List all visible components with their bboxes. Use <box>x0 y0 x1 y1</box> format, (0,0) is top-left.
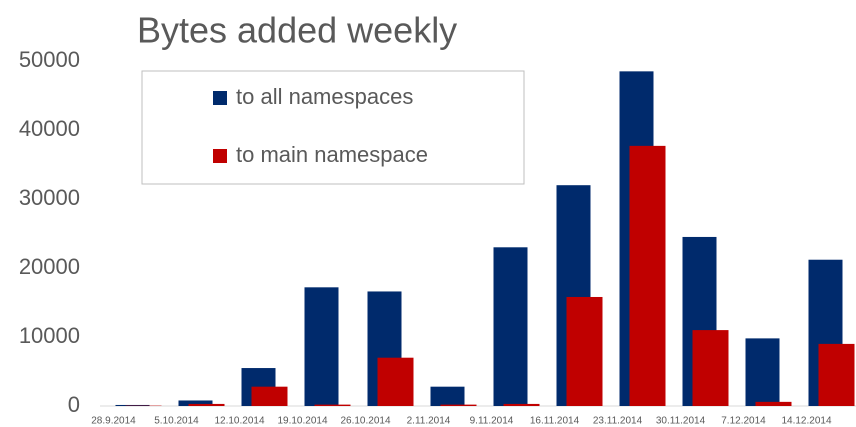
y-tick-label: 10000 <box>19 323 80 348</box>
bar <box>629 145 666 406</box>
legend-box <box>141 70 525 185</box>
x-tick-label: 19.10.2014 <box>277 416 327 427</box>
x-tick-label: 14.12.2014 <box>781 416 831 427</box>
bar <box>745 338 780 406</box>
legend-swatch <box>213 91 227 105</box>
bar <box>503 403 540 406</box>
x-tick-label: 12.10.2014 <box>214 416 264 427</box>
x-tick-label: 26.10.2014 <box>340 416 390 427</box>
bar <box>493 247 528 406</box>
x-tick-label: 9.11.2014 <box>470 416 514 427</box>
x-tick-label: 5.10.2014 <box>154 416 199 427</box>
bar <box>188 403 225 406</box>
bar <box>314 404 351 406</box>
x-tick-label: 23.11.2014 <box>593 416 643 427</box>
x-tick-label: 2.11.2014 <box>407 416 451 427</box>
y-tick-label: 0 <box>68 392 80 417</box>
bar <box>440 404 477 406</box>
bar <box>377 357 414 406</box>
bar <box>115 404 150 406</box>
legend-label: to all namespaces <box>236 84 413 109</box>
bar <box>755 401 792 406</box>
bar <box>566 296 603 406</box>
y-tick-label: 40000 <box>19 116 80 141</box>
bar <box>430 386 465 406</box>
legend-label: to main namespace <box>236 142 428 167</box>
bar <box>818 343 855 406</box>
bar <box>304 287 339 406</box>
x-tick-label: 28.9.2014 <box>91 416 136 427</box>
x-tick-label: 30.11.2014 <box>656 416 706 427</box>
y-tick-label: 50000 <box>19 47 80 72</box>
y-tick-label: 30000 <box>19 185 80 210</box>
y-tick-label: 20000 <box>19 254 80 279</box>
legend-swatch <box>213 149 227 163</box>
bar <box>692 330 729 406</box>
chart-title: Bytes added weekly <box>137 10 457 51</box>
x-tick-label: 16.11.2014 <box>530 416 580 427</box>
x-tick-label: 7.12.2014 <box>721 416 766 427</box>
bar <box>178 400 213 406</box>
bar <box>251 386 288 406</box>
